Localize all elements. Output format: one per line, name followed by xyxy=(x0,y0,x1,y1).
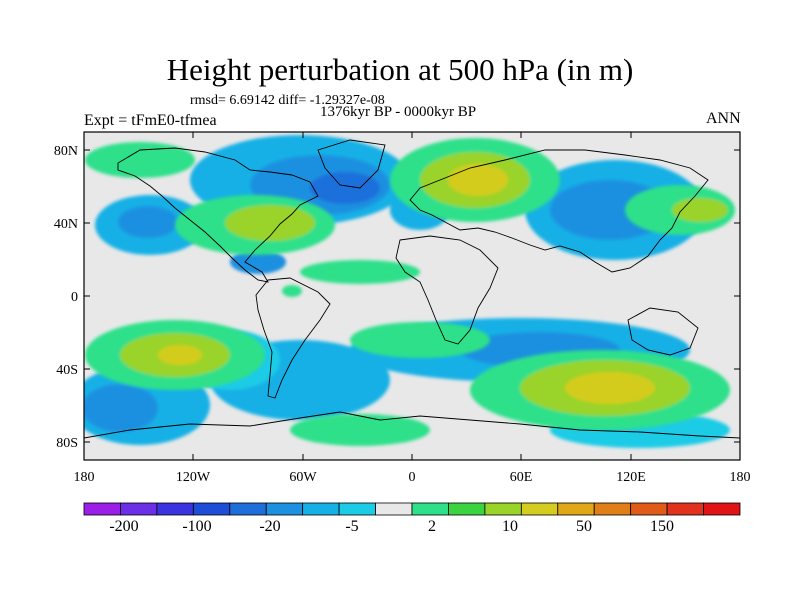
lon-label-180w: 180 xyxy=(74,470,95,485)
colorbar: -200 -100 -20 -5 2 10 50 150 xyxy=(83,502,741,535)
colorbar-label: -100 xyxy=(182,518,211,535)
colorbar-swatch xyxy=(192,502,231,516)
antarctica-outline xyxy=(84,411,740,439)
equatorial-high xyxy=(282,285,302,297)
time-period-label: 1376kyr BP - 0000kyr BP xyxy=(320,104,477,120)
colorbar-label: -5 xyxy=(345,518,358,535)
australia-outline xyxy=(627,307,699,356)
colorbar-swatch xyxy=(484,502,522,516)
experiment-label: Expt = tFmE0-tfmea xyxy=(84,112,217,129)
lat-label-80s: 80S xyxy=(56,436,78,451)
lon-label-60e: 60E xyxy=(510,470,533,485)
latitude-labels: 80N 40N 0 40S 80S xyxy=(54,144,78,451)
colorbar-label: 2 xyxy=(428,518,436,535)
colorbar-label: 150 xyxy=(650,518,674,535)
south-pacific-low-core xyxy=(84,384,158,432)
colorbar-swatch xyxy=(520,502,559,516)
southern-ocean-high-core xyxy=(565,372,655,404)
rmsd-diff-label: rmsd= 6.69142 diff= -1.29327e-08 xyxy=(190,93,385,108)
africa-outline xyxy=(395,235,499,345)
colorbar-label: 50 xyxy=(576,518,592,535)
eurasia-outline xyxy=(409,149,709,273)
lat-label-40n: 40N xyxy=(54,217,78,232)
colorbar-swatch xyxy=(120,502,158,516)
north-america-outline xyxy=(117,147,319,283)
colorbar-swatch xyxy=(703,502,741,516)
lon-label-180e: 180 xyxy=(730,470,751,485)
colorbar-swatch xyxy=(302,502,340,516)
lon-label-0: 0 xyxy=(409,470,416,485)
colorbar-swatch xyxy=(375,502,413,516)
map-title: Height perturbation at 500 hPa (in m) xyxy=(166,52,634,87)
japan-high-core xyxy=(672,198,728,222)
colorbar-labels: -200 -100 -20 -5 2 10 50 150 xyxy=(109,518,674,535)
colorbar-swatch xyxy=(265,502,304,516)
weddell-high xyxy=(290,414,430,446)
south-pacific-high-core xyxy=(158,345,202,365)
colorbar-swatch xyxy=(630,502,668,516)
colorbar-label: -200 xyxy=(109,518,138,535)
tropical-atlantic-high xyxy=(300,260,420,284)
colorbar-swatch xyxy=(229,502,267,516)
colorbar-swatch xyxy=(666,502,704,516)
lat-label-40s: 40S xyxy=(56,363,78,378)
lon-label-60w: 60W xyxy=(289,470,317,485)
colorbar-swatch xyxy=(448,502,486,516)
south-america-outline xyxy=(255,277,331,399)
longitude-labels: 180 120W 60W 0 60E 120E 180 xyxy=(74,470,751,485)
tick-marks xyxy=(84,132,740,460)
caribbean-low xyxy=(230,250,286,274)
season-label: ANN xyxy=(706,110,741,127)
contour-fields xyxy=(84,132,740,460)
colorbar-swatch xyxy=(156,502,194,516)
lat-label-80n: 80N xyxy=(54,144,78,159)
colorbar-swatch xyxy=(593,502,632,516)
colorbar-swatch xyxy=(338,502,376,516)
colorbar-label: 10 xyxy=(502,518,518,535)
south-atlantic-high xyxy=(350,322,490,358)
greenland-outline xyxy=(317,139,386,189)
north-atlantic-low-core xyxy=(310,172,380,204)
lat-label-eq: 0 xyxy=(71,290,78,305)
colorbar-swatches xyxy=(83,502,741,516)
colorbar-swatch xyxy=(411,502,449,516)
colorbar-swatch xyxy=(83,502,121,516)
eurasia-high-core xyxy=(448,164,508,196)
alaska-high xyxy=(85,142,195,178)
lon-label-120e: 120E xyxy=(616,470,646,485)
pacific-low-core xyxy=(118,206,178,238)
coastlines xyxy=(84,139,740,439)
colorbar-swatch xyxy=(557,502,595,516)
lon-label-120w: 120W xyxy=(176,470,211,485)
colorbar-label: -20 xyxy=(259,518,280,535)
